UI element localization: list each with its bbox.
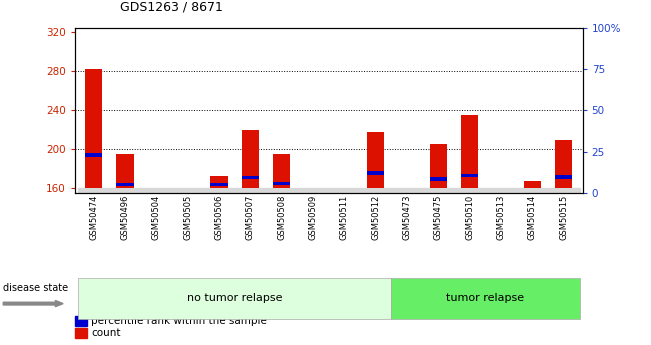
Text: GSM50514: GSM50514 xyxy=(528,195,537,240)
Text: GSM50513: GSM50513 xyxy=(497,195,506,240)
Bar xyxy=(273,183,290,185)
Bar xyxy=(85,69,102,188)
Bar xyxy=(461,115,478,188)
Text: GSM50510: GSM50510 xyxy=(465,195,475,240)
Bar xyxy=(78,188,109,193)
Text: GSM50515: GSM50515 xyxy=(559,195,568,240)
Text: GSM50508: GSM50508 xyxy=(277,195,286,240)
Bar xyxy=(430,177,447,180)
Text: percentile rank within the sample: percentile rank within the sample xyxy=(91,316,267,326)
Bar xyxy=(141,188,172,193)
Bar xyxy=(367,171,384,175)
Bar xyxy=(242,130,259,188)
Bar xyxy=(298,188,329,193)
Bar xyxy=(109,188,141,193)
Text: GSM50473: GSM50473 xyxy=(402,195,411,240)
Text: GSM50496: GSM50496 xyxy=(120,195,130,240)
Text: tumor relapse: tumor relapse xyxy=(447,294,525,303)
Text: no tumor relapse: no tumor relapse xyxy=(187,294,283,303)
Bar xyxy=(117,184,133,186)
Bar xyxy=(266,188,298,193)
Bar xyxy=(210,184,228,186)
Text: GSM50505: GSM50505 xyxy=(183,195,192,240)
Bar xyxy=(117,154,133,188)
Bar xyxy=(242,176,259,179)
Text: GSM50475: GSM50475 xyxy=(434,195,443,240)
Bar xyxy=(555,140,572,188)
Bar xyxy=(367,132,384,188)
Bar xyxy=(360,188,391,193)
Text: GSM50504: GSM50504 xyxy=(152,195,161,240)
Text: count: count xyxy=(91,328,120,338)
Bar xyxy=(454,188,486,193)
Bar xyxy=(422,188,454,193)
Bar xyxy=(548,188,579,193)
Text: GSM50507: GSM50507 xyxy=(246,195,255,240)
Bar xyxy=(555,175,572,179)
Bar xyxy=(210,176,228,188)
Bar xyxy=(430,145,447,188)
Bar xyxy=(486,188,517,193)
Bar xyxy=(235,188,266,193)
Bar xyxy=(391,188,422,193)
Bar xyxy=(517,188,548,193)
Bar xyxy=(524,180,541,188)
Bar xyxy=(85,153,102,157)
Text: GSM50511: GSM50511 xyxy=(340,195,349,240)
Text: GSM50509: GSM50509 xyxy=(309,195,318,240)
Bar xyxy=(461,174,478,177)
Text: GDS1263 / 8671: GDS1263 / 8671 xyxy=(120,1,223,14)
Text: disease state: disease state xyxy=(3,283,68,293)
Text: GSM50506: GSM50506 xyxy=(215,195,223,240)
Text: GSM50512: GSM50512 xyxy=(371,195,380,240)
Bar xyxy=(273,154,290,188)
Bar xyxy=(172,188,203,193)
Bar xyxy=(203,188,235,193)
Text: GSM50474: GSM50474 xyxy=(89,195,98,240)
Bar xyxy=(329,188,360,193)
